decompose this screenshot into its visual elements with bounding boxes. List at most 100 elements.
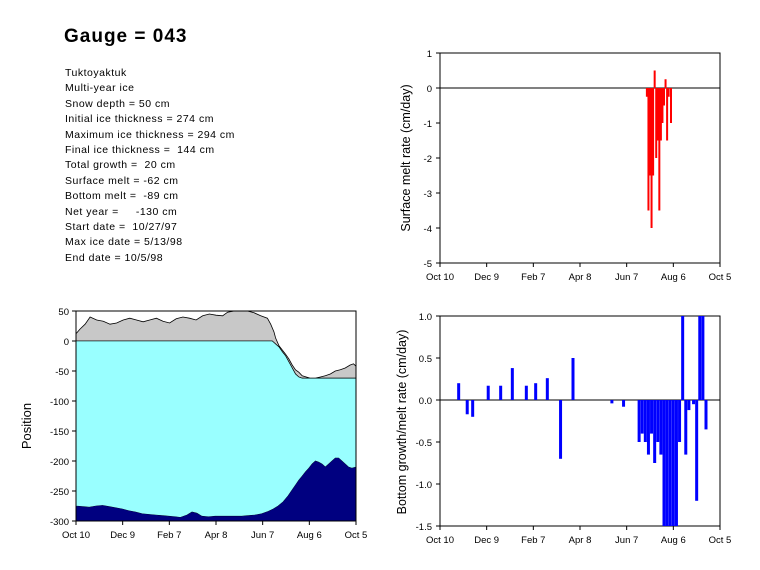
ice-bottom-area [76, 458, 356, 521]
bar [646, 400, 650, 455]
info-snow-depth: Snow depth = 50 cm [65, 97, 171, 110]
bar [559, 400, 563, 459]
bar [622, 400, 626, 407]
x-tick-label: Aug 6 [297, 530, 322, 541]
y-tick-label: 0.5 [419, 354, 432, 365]
y-tick-label: -150 [50, 427, 69, 438]
bottom-plot-frame [439, 315, 721, 527]
y-tick-label: -50 [55, 367, 69, 378]
y-tick-label: -250 [50, 487, 69, 498]
y-tick-label: -1 [424, 119, 432, 130]
y-tick-label: 0 [64, 337, 69, 348]
position-chart: 50 0 -50 -100 -150 -200 -250 -300 Oct 10 Dec 9 Feb… [19, 307, 367, 541]
bar [670, 88, 672, 123]
x-tick-label: Dec 9 [474, 272, 499, 283]
x-tick-label: Oct 5 [345, 530, 368, 541]
info-surface-melt: Surface melt = -62 cm [65, 174, 179, 187]
bar [666, 88, 669, 141]
bar [465, 400, 469, 415]
bottom-y-axis-label: Bottom growth/melt rate (cm/day) [395, 330, 409, 515]
y-tick-label: -3 [424, 189, 432, 200]
bar [659, 88, 662, 141]
surface-marks: 1 0 -1 -2 -3 -4 -5 Oct 10 Dec 9 Feb 7 Apr 8 Jun 7 Au… [424, 49, 732, 283]
x-tick-label: Feb 7 [157, 530, 181, 541]
bar [674, 400, 678, 526]
y-tick-label: 0.0 [419, 396, 432, 407]
bar [671, 400, 675, 526]
y-tick-label: -0.5 [416, 438, 432, 449]
bar [486, 385, 490, 400]
bottom-marks: 1.0 0.5 0.0 -0.5 -1.0 -1.5 Oct 10 Dec 9 Feb 7 Apr… [416, 312, 732, 546]
x-tick-label: Feb 7 [521, 535, 545, 546]
bar [661, 88, 664, 123]
x-tick-label: Oct 10 [62, 530, 90, 541]
info-total-growth: Total growth = 20 cm [65, 159, 176, 172]
x-tick-label: Oct 5 [709, 272, 732, 283]
surface-y-axis-label: Surface melt rate (cm/day) [399, 84, 413, 231]
bar [665, 400, 669, 526]
y-tick-label: 1.0 [419, 312, 432, 323]
bar [499, 385, 503, 400]
y-tick-label: -5 [424, 259, 432, 270]
y-tick-label: -300 [50, 517, 69, 528]
y-tick-label: -4 [424, 224, 432, 235]
bar [650, 88, 653, 228]
bar [534, 383, 538, 400]
x-tick-label: Apr 8 [569, 535, 592, 546]
bar [545, 378, 549, 400]
info-initial-thickness: Initial ice thickness = 274 cm [65, 113, 214, 126]
info-net-year: Net year = -130 cm [65, 205, 178, 218]
y-tick-label: 0 [427, 84, 432, 95]
bar [663, 88, 665, 106]
info-max-thickness: Maximum ice thickness = 294 cm [65, 128, 235, 141]
bar [659, 400, 663, 455]
x-tick-label: Jun 7 [251, 530, 274, 541]
bar [645, 88, 648, 97]
bottom-rate-chart: 1.0 0.5 0.0 -0.5 -1.0 -1.5 Oct 10 Dec 9 Feb 7 Apr… [395, 312, 731, 546]
bar [652, 88, 655, 176]
bar [650, 400, 654, 434]
bar [668, 400, 672, 526]
bar [667, 88, 670, 97]
bar [678, 400, 682, 442]
info-final-thickness: Final ice thickness = 144 cm [65, 144, 215, 157]
bar [701, 316, 705, 400]
bar [681, 316, 685, 400]
x-tick-label: Oct 10 [426, 535, 454, 546]
x-tick-label: Apr 8 [205, 530, 228, 541]
x-tick-label: Dec 9 [110, 530, 135, 541]
bar [471, 400, 475, 417]
info-start-date: Start date = 10/27/97 [65, 221, 178, 234]
position-marks: 50 0 -50 -100 -150 -200 -250 -300 Oct 10 Dec 9 Feb… [50, 307, 367, 541]
info-end-date: End date = 10/5/98 [65, 251, 164, 264]
bar [643, 400, 647, 442]
x-tick-label: Oct 10 [426, 272, 454, 283]
y-tick-label: -1.0 [416, 480, 432, 491]
bar [649, 88, 651, 176]
bar [524, 385, 528, 400]
bar [662, 400, 666, 526]
bar [704, 400, 708, 430]
x-tick-label: Jun 7 [615, 535, 638, 546]
bar [687, 400, 691, 411]
bar [457, 383, 461, 400]
surface-plot-frame [439, 52, 721, 264]
bar [695, 400, 699, 501]
surface-melt-chart: 1 0 -1 -2 -3 -4 -5 Oct 10 Dec 9 Feb 7 Apr 8 Jun 7 Au… [399, 49, 731, 283]
bar [698, 316, 702, 400]
x-tick-label: Oct 5 [709, 535, 732, 546]
y-tick-label: -100 [50, 397, 69, 408]
bar [647, 88, 650, 211]
x-tick-label: Aug 6 [661, 535, 686, 546]
y-tick-label: -200 [50, 457, 69, 468]
bar [658, 88, 661, 211]
position-y-axis-label: Position [19, 403, 34, 449]
y-tick-label: -2 [424, 154, 432, 165]
bar [640, 400, 644, 434]
x-tick-label: Jun 7 [615, 272, 638, 283]
bar [692, 400, 696, 405]
gauge-info: Tuktoyaktuk Multi-year ice Snow depth = … [65, 66, 235, 266]
info-bottom-melt: Bottom melt = -89 cm [65, 190, 179, 203]
bar [610, 400, 614, 404]
